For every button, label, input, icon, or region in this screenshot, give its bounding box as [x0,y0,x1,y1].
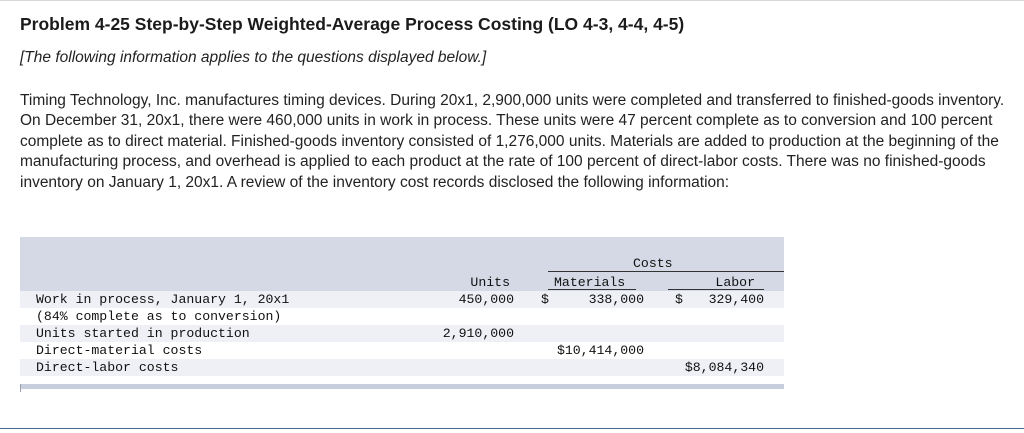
table-bottom-bar [20,384,784,389]
materials-dollar-sign: $ [541,292,549,307]
materials-underline [548,289,636,290]
problem-description: Timing Technology, Inc. manufactures tim… [20,92,1005,191]
row-label: Direct-material costs [36,343,203,358]
cost-data-table: Costs Units Materials Labor Work in proc… [20,237,784,392]
labor-value: $8,084,340 [684,360,764,375]
top-divider [0,0,1024,1]
labor-value: 329,400 [708,292,764,307]
row-label: Direct-labor costs [36,360,179,375]
materials-value: 338,000 [588,292,644,307]
table-header-band [20,237,784,291]
units-value: 2,910,000 [442,326,514,341]
costs-underline [548,271,784,272]
row-stripe [20,325,784,342]
row-label: (84% complete as to conversion) [36,309,282,324]
row-label: Units started in production [36,326,250,341]
labor-underline [668,289,764,290]
table-left-edge [20,384,21,392]
labor-dollar-sign: $ [675,292,683,307]
row-label: Work in process, January 1, 20x1 [36,292,290,307]
row-stripe [20,359,784,376]
bottom-divider [0,428,1024,429]
problem-subtitle: [The following information applies to th… [20,49,487,66]
problem-title: Problem 4-25 Step-by-Step Weighted-Avera… [20,14,685,34]
labor-column-header: Labor [715,275,755,290]
units-column-header: Units [470,275,510,290]
row-stripe [20,291,784,308]
materials-column-header: Materials [554,275,626,290]
materials-value: $10,414,000 [556,343,644,358]
costs-group-header: Costs [633,256,673,271]
units-value: 450,000 [458,292,514,307]
